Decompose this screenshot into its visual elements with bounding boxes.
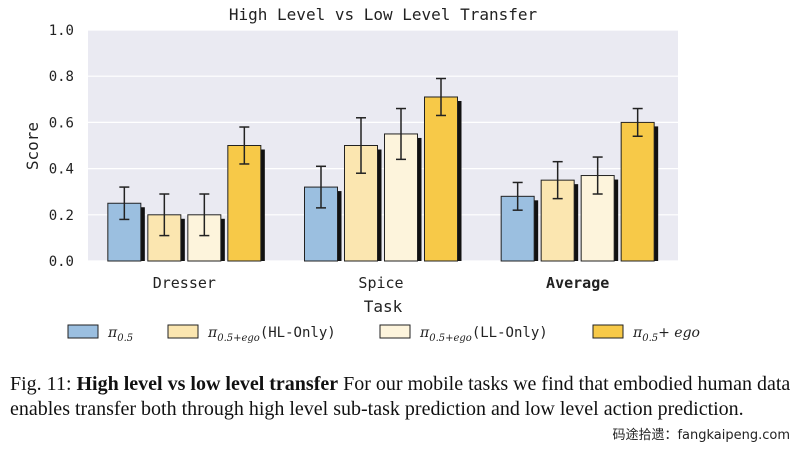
chart-title: High Level vs Low Level Transfer [229,5,538,24]
x-tick-label: Dresser [153,274,216,292]
legend-swatch [67,324,99,339]
x-axis-label: Task [364,297,403,316]
caption-text: For our mobile tasks we find that embodi… [10,373,791,420]
bar [424,96,458,262]
y-axis-label: Score [23,122,42,170]
y-tick-label: 0.2 [49,208,74,224]
x-tick-label: Average [546,274,609,292]
legend-swatch [379,324,411,339]
y-tick-label: 0.6 [49,115,74,131]
legend-label: π0.5+ego(HL-Only) [207,325,336,344]
y-tick-label: 1.0 [49,23,74,39]
caption-title: High level vs low level transfer [76,373,339,395]
y-tick-label: 0.4 [49,162,74,178]
legend-swatch [167,324,199,339]
bar [620,121,655,262]
legend-label: π0.5+ego(LL-Only) [419,325,548,344]
watermark: 码途拾遗：fangkaipeng.com [612,428,790,443]
legend-swatch [592,324,624,339]
plot-area [88,30,678,261]
bar-chart: High Level vs Low Level Transfer Task Sc… [23,5,700,344]
y-tick-label: 0.0 [49,254,74,270]
caption-prefix: Fig. 11: [10,373,77,395]
y-tick-label: 0.8 [49,69,74,85]
figure-caption: Fig. 11: High level vs low level transfe… [10,372,800,422]
legend-label: π0.5+ ego [632,325,700,344]
x-tick-label: Spice [358,274,403,292]
legend-label: π0.5 [107,325,133,344]
